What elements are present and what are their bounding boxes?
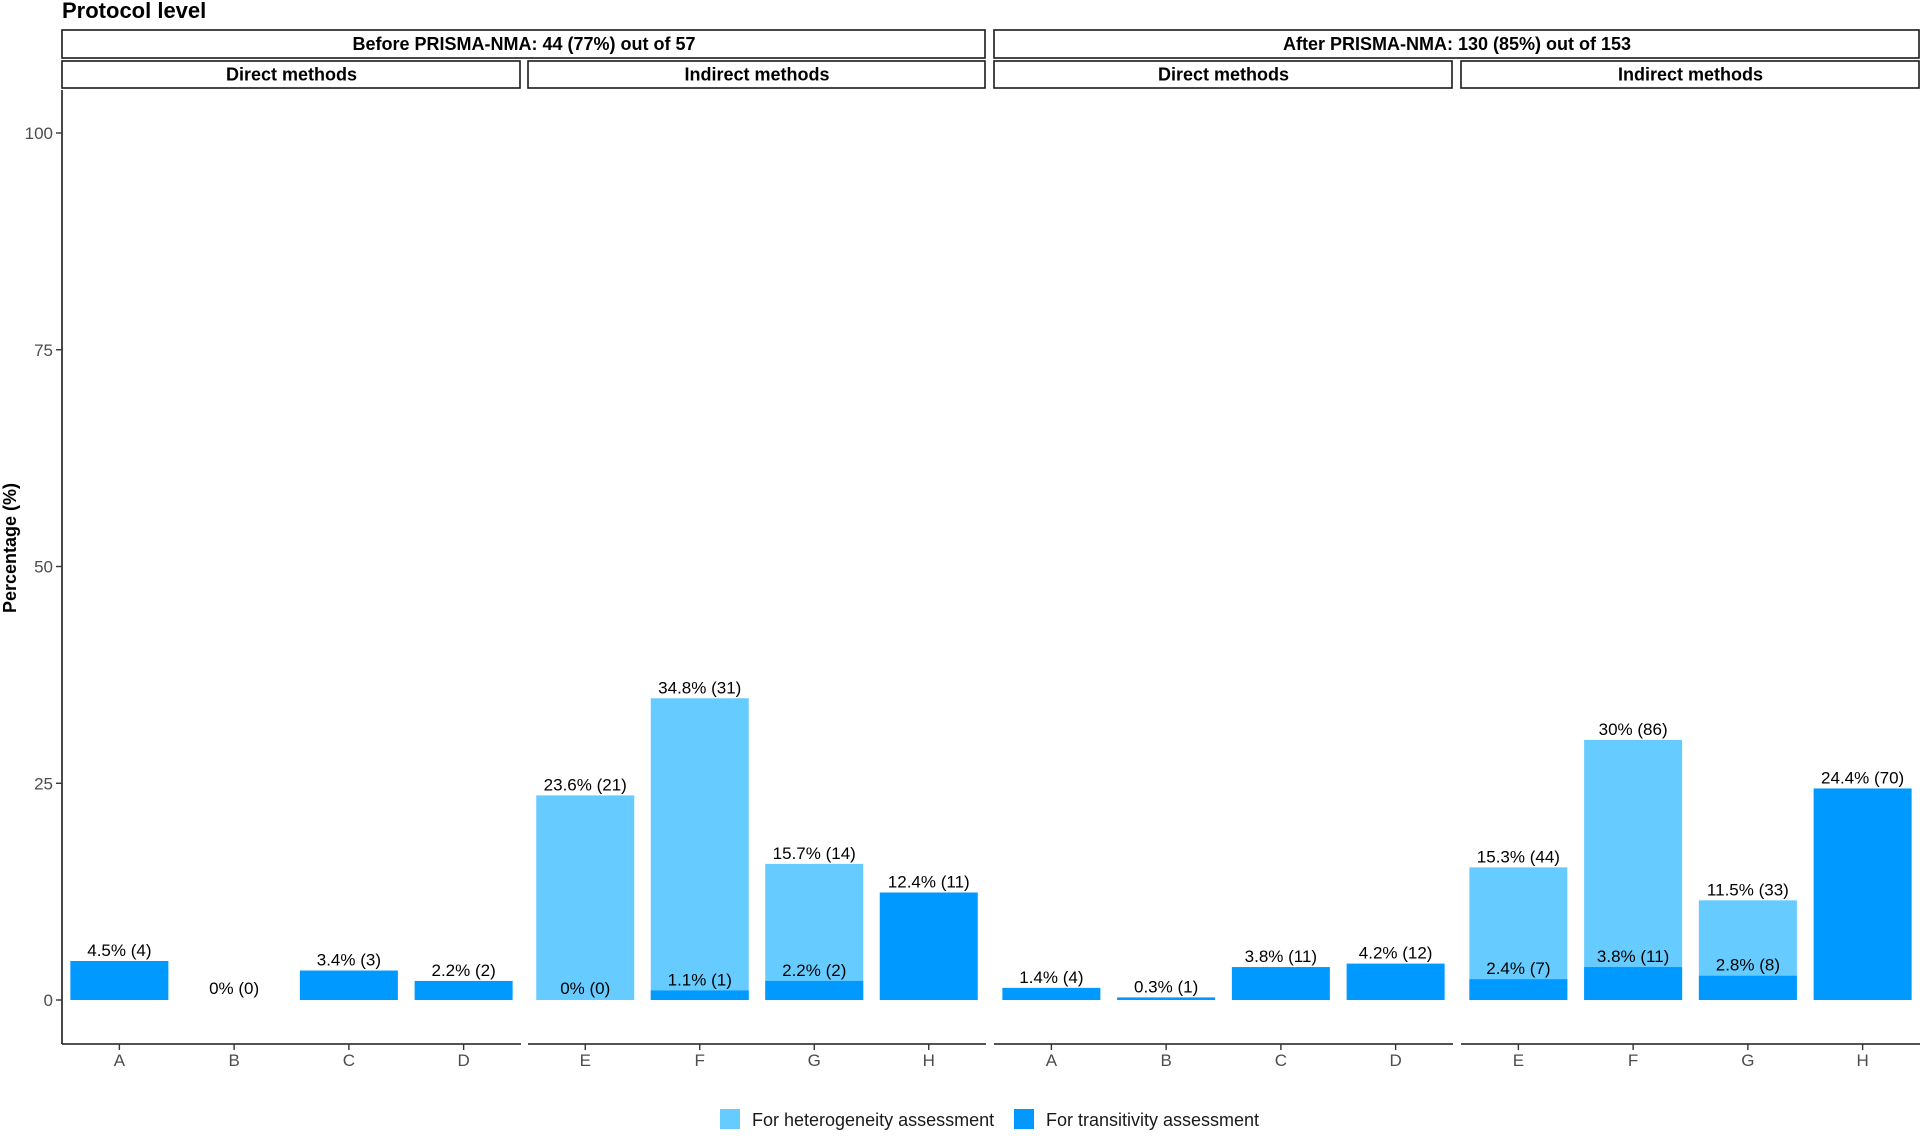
x-tick-label: A xyxy=(1046,1051,1058,1070)
group-strip xyxy=(993,29,1920,59)
bar-transitivity-h xyxy=(1813,788,1912,1000)
group-strip-label: After PRISMA-NMA: 130 (85%) out of 153 xyxy=(1283,34,1631,54)
x-tick-label: D xyxy=(1389,1051,1401,1070)
panel-strip xyxy=(993,60,1453,89)
data-label-heterogeneity: 15.3% (44) xyxy=(1477,847,1560,866)
data-label-transitivity: 3.8% (11) xyxy=(1597,947,1669,966)
legend-swatch xyxy=(720,1109,740,1129)
x-tick-label: F xyxy=(1628,1051,1638,1070)
y-tick-label: 25 xyxy=(34,774,53,793)
data-label-transitivity: 1.4% (4) xyxy=(1019,968,1083,987)
bar-transitivity-e xyxy=(1469,979,1568,1000)
data-label-transitivity: 4.2% (12) xyxy=(1359,944,1433,963)
panel-strip-label: Direct methods xyxy=(1158,65,1289,85)
data-label-transitivity: 1.1% (1) xyxy=(668,970,732,989)
group-strip-label: Before PRISMA-NMA: 44 (77%) out of 57 xyxy=(352,34,695,54)
bar-transitivity-f xyxy=(1584,967,1683,1000)
data-label-heterogeneity: 11.5% (33) xyxy=(1707,880,1789,899)
bar-heterogeneity-f xyxy=(1584,739,1683,1000)
bar-transitivity-d xyxy=(1346,963,1445,1000)
group-strip xyxy=(61,29,986,59)
data-label-transitivity: 4.5% (4) xyxy=(87,941,151,960)
data-label-heterogeneity: 23.6% (21) xyxy=(544,775,627,794)
data-label-transitivity: 12.4% (11) xyxy=(888,872,970,891)
y-tick-label: 50 xyxy=(34,558,53,577)
data-label-transitivity: 3.4% (3) xyxy=(317,951,381,970)
bar-heterogeneity-g xyxy=(765,863,864,1000)
x-tick-label: G xyxy=(808,1051,821,1070)
bar-transitivity-g xyxy=(765,980,864,1000)
data-label-transitivity: 2.8% (8) xyxy=(1716,956,1780,975)
x-tick-label: H xyxy=(923,1051,935,1070)
bar-heterogeneity-f xyxy=(650,698,749,1000)
panel-strip-label: Indirect methods xyxy=(1618,65,1763,85)
y-tick-label: 100 xyxy=(25,124,53,143)
data-label-transitivity: 2.2% (2) xyxy=(782,961,846,980)
x-tick-label: H xyxy=(1856,1051,1868,1070)
legend-label: For heterogeneity assessment xyxy=(752,1110,994,1130)
bar-heterogeneity-e xyxy=(1469,867,1568,1000)
y-axis-label: Percentage (%) xyxy=(0,483,20,613)
y-tick-label: 0 xyxy=(44,991,53,1010)
legend-label: For transitivity assessment xyxy=(1046,1110,1259,1130)
data-label-transitivity: 0% (0) xyxy=(209,979,259,998)
chart-title: Protocol level xyxy=(62,0,206,23)
data-label-heterogeneity: 15.7% (14) xyxy=(773,844,856,863)
data-label-transitivity: 0% (0) xyxy=(560,979,610,998)
bar-transitivity-c xyxy=(299,970,398,1000)
x-tick-label: G xyxy=(1741,1051,1754,1070)
bar-transitivity-b xyxy=(1117,997,1216,1000)
x-tick-label: F xyxy=(695,1051,705,1070)
bar-transitivity-a xyxy=(1002,987,1101,1000)
x-tick-label: D xyxy=(457,1051,469,1070)
panel-strip-label: Direct methods xyxy=(226,65,357,85)
x-tick-label: C xyxy=(343,1051,355,1070)
x-tick-label: B xyxy=(1160,1051,1171,1070)
x-tick-label: A xyxy=(114,1051,126,1070)
panel-strip xyxy=(61,60,521,89)
panel-strip xyxy=(1460,60,1920,89)
x-tick-label: C xyxy=(1275,1051,1287,1070)
data-label-transitivity: 2.4% (7) xyxy=(1486,959,1550,978)
data-label-transitivity: 24.4% (70) xyxy=(1821,768,1904,787)
bar-heterogeneity-e xyxy=(536,795,635,1000)
x-tick-label: E xyxy=(580,1051,591,1070)
data-label-transitivity: 2.2% (2) xyxy=(432,961,496,980)
bar-transitivity-d xyxy=(414,980,513,1000)
x-tick-label: B xyxy=(228,1051,239,1070)
legend-swatch xyxy=(1014,1109,1034,1129)
y-tick-label: 75 xyxy=(34,341,53,360)
panel-strip xyxy=(527,60,986,89)
bar-transitivity-h xyxy=(879,892,978,1000)
data-label-transitivity: 3.8% (11) xyxy=(1245,947,1317,966)
x-tick-label: E xyxy=(1513,1051,1524,1070)
bar-transitivity-g xyxy=(1698,975,1797,1000)
data-label-heterogeneity: 34.8% (31) xyxy=(658,678,741,697)
data-label-heterogeneity: 30% (86) xyxy=(1599,720,1668,739)
bar-transitivity-f xyxy=(650,990,749,1000)
bar-transitivity-c xyxy=(1231,967,1330,1000)
data-label-transitivity: 0.3% (1) xyxy=(1134,977,1198,996)
bar-transitivity-a xyxy=(70,960,169,1000)
panel-strip-label: Indirect methods xyxy=(684,65,829,85)
